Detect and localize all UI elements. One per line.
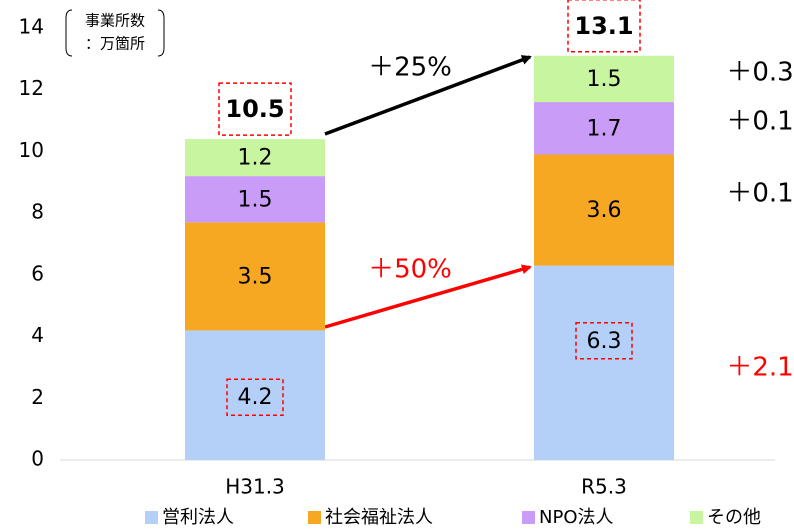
bracket bbox=[157, 9, 165, 57]
total-label: 13.1 bbox=[574, 12, 633, 40]
total-label: 10.5 bbox=[225, 95, 284, 123]
legend-swatch bbox=[145, 511, 158, 524]
y-tick-label: 14 bbox=[19, 15, 44, 39]
bar-segment bbox=[534, 154, 674, 266]
legend-swatch bbox=[522, 511, 535, 524]
legend-label: その他 bbox=[707, 507, 761, 528]
legend-label: NPO法人 bbox=[539, 507, 614, 528]
bar-segment bbox=[185, 222, 325, 331]
unit-label: ：万箇所 bbox=[85, 35, 145, 53]
segment-label: 4.2 bbox=[238, 385, 273, 410]
segment-label: 1.2 bbox=[238, 146, 273, 171]
y-tick-label: 8 bbox=[31, 200, 44, 224]
segment-label: 3.6 bbox=[587, 198, 622, 223]
segment-label: 3.5 bbox=[238, 264, 273, 289]
bar-segment bbox=[534, 102, 674, 155]
arrow bbox=[324, 264, 532, 329]
y-tick-label: 2 bbox=[31, 385, 44, 409]
bracket bbox=[65, 9, 73, 57]
segment-label: 1.5 bbox=[238, 187, 273, 212]
legend-swatch bbox=[308, 511, 321, 524]
segment-label: 1.7 bbox=[587, 116, 622, 141]
annotation: ＋2.1 bbox=[726, 353, 793, 383]
bar-segment bbox=[185, 176, 325, 223]
bar-segment bbox=[534, 55, 674, 103]
x-tick-label: H31.3 bbox=[225, 475, 285, 499]
dashed-box bbox=[575, 322, 633, 360]
unit-label: 事業所数 bbox=[85, 12, 145, 30]
y-tick-label: 4 bbox=[31, 323, 44, 347]
annotation: ＋50% bbox=[368, 255, 452, 285]
legend-label: 社会福祉法人 bbox=[325, 507, 433, 528]
bar-segment bbox=[534, 265, 674, 460]
dashed-box bbox=[218, 82, 292, 136]
y-tick-label: 12 bbox=[19, 76, 44, 100]
y-tick-label: 10 bbox=[19, 138, 44, 162]
dashed-box bbox=[226, 378, 284, 416]
y-tick-label: 6 bbox=[31, 261, 44, 285]
y-tick-label: 0 bbox=[31, 447, 44, 471]
annotation: ＋0.3 bbox=[726, 58, 793, 88]
dashed-box bbox=[567, 0, 641, 53]
bar-segment bbox=[185, 139, 325, 177]
annotation: ＋0.1 bbox=[726, 179, 793, 209]
bar-segment bbox=[185, 330, 325, 460]
arrow bbox=[324, 55, 532, 136]
segment-label: 1.5 bbox=[587, 67, 622, 92]
annotation: ＋25% bbox=[368, 53, 452, 83]
x-tick-label: R5.3 bbox=[581, 475, 627, 499]
annotation: ＋0.1 bbox=[726, 107, 793, 137]
legend-swatch bbox=[690, 511, 703, 524]
legend-label: 営利法人 bbox=[162, 507, 234, 528]
segment-label: 6.3 bbox=[587, 329, 622, 354]
